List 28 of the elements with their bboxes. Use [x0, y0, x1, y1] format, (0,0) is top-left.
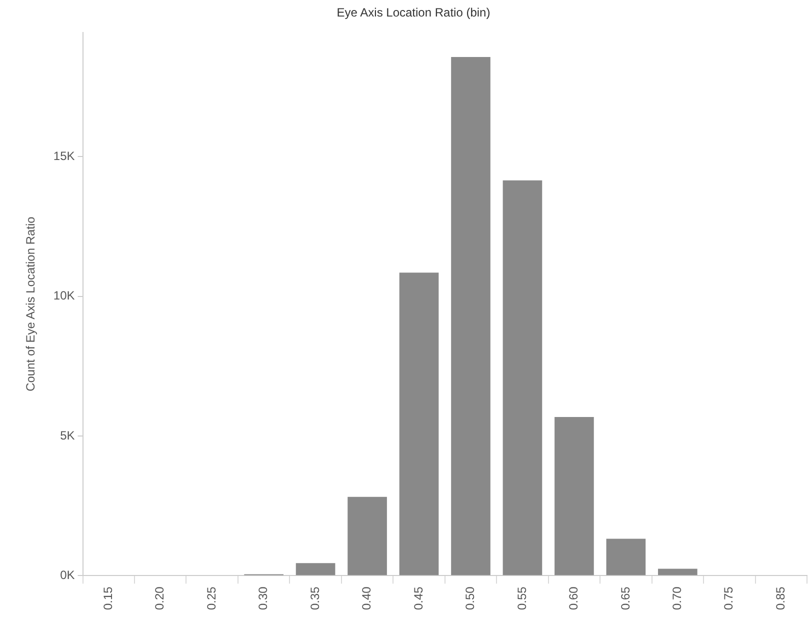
x-tick-label: 0.70: [670, 586, 684, 610]
x-tick-label: 0.45: [411, 586, 426, 610]
x-tick-label: 0.40: [360, 586, 374, 610]
bar: [554, 417, 594, 576]
y-tick-label: 5K: [60, 428, 75, 442]
x-tick-label: 0.85: [773, 586, 788, 610]
y-axis-title: Count of Eye Axis Location Ratio: [24, 216, 38, 392]
x-tick-label: 0.30: [256, 586, 270, 610]
bar: [296, 563, 336, 576]
x-tick-label: 0.20: [152, 586, 167, 610]
bar: [451, 56, 490, 576]
bar: [502, 180, 542, 576]
bar: [606, 538, 646, 576]
bar: [348, 496, 387, 576]
x-tick-label: 0.75: [722, 586, 736, 610]
y-tick-label: 15K: [53, 149, 75, 163]
bar: [658, 568, 698, 576]
x-tick-label: 0.15: [100, 586, 115, 610]
y-tick-label: 0K: [60, 568, 75, 582]
x-tick-label: 0.25: [204, 586, 218, 610]
chart-title: Eye Axis Location Ratio (bin): [336, 6, 490, 20]
y-tick-label: 10K: [53, 288, 75, 303]
x-tick-label: 0.65: [618, 586, 632, 610]
x-tick-label: 0.55: [514, 586, 529, 610]
x-tick-label: 0.35: [308, 586, 322, 610]
x-tick-label: 0.50: [463, 586, 478, 610]
bar: [399, 272, 439, 576]
x-tick-label: 0.60: [566, 586, 581, 610]
